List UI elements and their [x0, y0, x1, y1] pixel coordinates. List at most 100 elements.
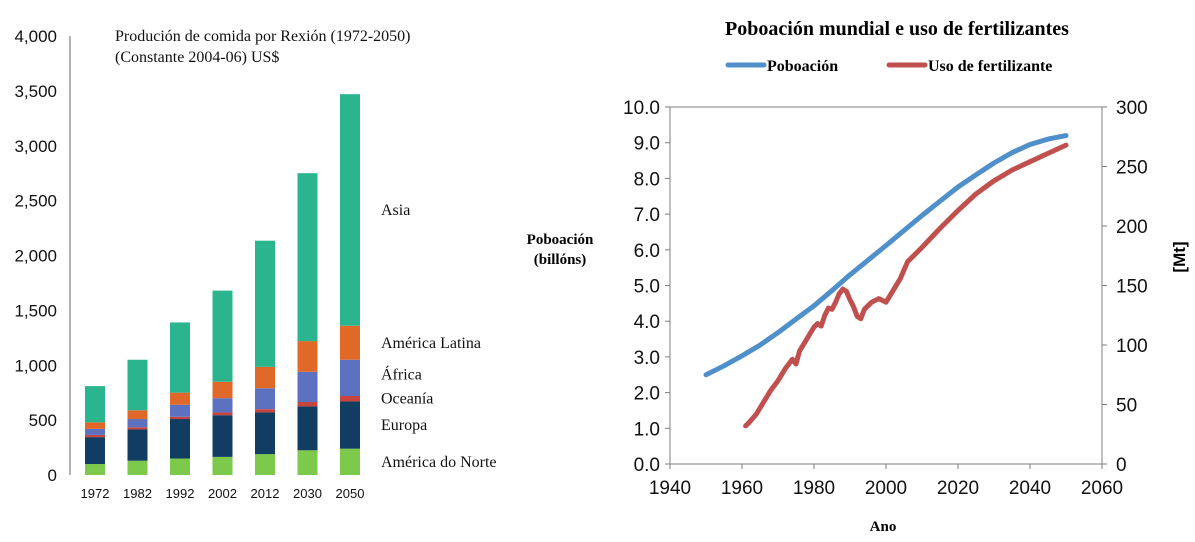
bar-segment-africa-2012 — [255, 388, 275, 410]
left-y-tick-label: 0 — [48, 466, 57, 485]
production-bar-chart: Produción de comida por Rexión (1972-205… — [14, 27, 496, 501]
left-x-axis: 1972 1982 1992 2002 2012 2030 2050 — [81, 486, 365, 501]
right-x-tick-label: 2020 — [937, 478, 979, 499]
right-y2-tick-label: 250 — [1116, 158, 1148, 179]
left-y-tick-label: 3,000 — [14, 137, 57, 156]
left-chart-title-line2: (Constante 2004-06) US$ — [115, 49, 279, 66]
bar-segment-america-latina-2002 — [212, 381, 233, 399]
bar-segment-america-do-norte-1992 — [170, 458, 190, 475]
right-y2-label: [Mt] — [1170, 241, 1189, 272]
right-x-tick-label: 1940 — [649, 478, 691, 499]
right-y2-tick-label: 150 — [1116, 277, 1148, 298]
bar-segment-oceania-2012 — [255, 409, 275, 413]
right-y2-tick-label: 200 — [1116, 217, 1148, 238]
left-y-tick-label: 2,000 — [14, 247, 57, 266]
bar-segment-europa-2002 — [212, 415, 233, 457]
left-chart-title-line1: Produción de comida por Rexión (1972-205… — [115, 28, 411, 45]
right-x-tick-label: 1960 — [721, 478, 763, 499]
right-y2-tick-label: 300 — [1116, 98, 1148, 119]
right-y-tick-label: 7.0 — [634, 205, 660, 226]
bar-segment-oceania-1992 — [170, 416, 190, 420]
series-line-poboacion — [703, 133, 1069, 378]
right-y-tick-label: 4.0 — [634, 312, 660, 333]
left-y-tick-label: 3,500 — [14, 82, 57, 101]
bar-segment-oceania-2002 — [212, 412, 233, 416]
bar-segment-europa-2030 — [297, 406, 318, 451]
bar-segment-africa-1982 — [127, 419, 148, 428]
right-y2-tick-label: 0 — [1116, 455, 1127, 476]
left-x-tick-label: 2002 — [208, 486, 237, 501]
bar-segment-europa-2050 — [340, 401, 360, 449]
bar-segment-america-do-norte-2002 — [212, 456, 233, 475]
bar-segment-asia-1992 — [170, 322, 190, 393]
right-y2-tick-label: 50 — [1116, 396, 1137, 417]
bar-segment-asia-2002 — [212, 290, 233, 382]
right-ylabel-line2: (billóns) — [534, 252, 587, 268]
right-y-tick-label: 9.0 — [634, 134, 660, 155]
right-x-tick-label: 2040 — [1009, 478, 1051, 499]
right-x-tick-label: 1980 — [793, 478, 835, 499]
population-fertilizer-line-chart: Poboación mundial e uso de fertilizantes… — [527, 18, 1189, 535]
region-label-europa: Europa — [381, 417, 427, 434]
right-x-tick-label: 2060 — [1081, 478, 1123, 499]
right-x-tick-label: 2000 — [865, 478, 907, 499]
region-label-africa: África — [381, 365, 422, 384]
left-y-tick-label: 1,000 — [14, 356, 57, 375]
bar-segment-africa-1992 — [170, 404, 190, 417]
left-x-tick-label: 2030 — [293, 486, 322, 501]
bar-segment-america-do-norte-1972 — [85, 464, 105, 475]
bar-segment-america-latina-2030 — [297, 341, 318, 372]
right-x-label: Ano — [870, 519, 897, 535]
bar-segment-africa-2002 — [212, 398, 233, 413]
left-x-tick-label: 1982 — [123, 486, 152, 501]
left-x-tick-label: 2050 — [336, 486, 365, 501]
legend-label-uso-de-fertilizante: Uso de fertilizante — [928, 58, 1052, 75]
series-line-uso-de-fertilizante — [743, 142, 1069, 429]
left-x-tick-label: 2012 — [251, 486, 280, 501]
right-y2-tick-label: 100 — [1116, 336, 1148, 357]
right-y-tick-label: 8.0 — [634, 169, 660, 190]
left-y-tick-label: 4,000 — [14, 27, 57, 46]
legend-label-poboacion: Poboación — [767, 58, 838, 75]
left-y-axis: 0 500 1,000 1,500 2,000 2,500 3,000 3,500 4,000 — [14, 27, 57, 485]
bar-segment-america-latina-1992 — [170, 392, 190, 405]
bar-segment-africa-1972 — [85, 428, 105, 435]
bar-segment-asia-2050 — [340, 94, 360, 326]
bar-segment-america-latina-1972 — [85, 422, 105, 429]
bar-segment-africa-2030 — [297, 371, 318, 403]
left-x-tick-label: 1992 — [166, 486, 195, 501]
region-label-america-latina: América Latina — [381, 335, 481, 352]
region-label-oceania: Oceanía — [381, 391, 433, 408]
bar-segment-america-latina-2012 — [255, 366, 275, 389]
bar-segment-america-latina-1982 — [127, 410, 148, 420]
right-y-tick-label: 2.0 — [634, 384, 660, 405]
right-ylabel-line1: Poboación — [527, 232, 594, 248]
left-bars-group — [85, 94, 360, 475]
bar-segment-asia-1982 — [127, 359, 148, 411]
bar-segment-oceania-2030 — [297, 402, 318, 407]
right-chart-title: Poboación mundial e uso de fertilizantes — [725, 18, 1069, 40]
bar-segment-asia-1972 — [85, 386, 105, 423]
region-label-america-do-norte: América do Norte — [381, 454, 497, 471]
right-axes: 0.0 1.0 2.0 3.0 4.0 5.0 6.0 7.0 8.0 9.0 10.0 0 50 100… — [623, 98, 1148, 499]
right-y-tick-label: 1.0 — [634, 419, 660, 440]
right-y-tick-label: 0.0 — [634, 455, 660, 476]
bar-segment-america-do-norte-2030 — [297, 450, 318, 475]
left-y-tick-label: 2,500 — [14, 192, 57, 211]
bar-segment-europa-2012 — [255, 412, 275, 455]
bar-segment-oceania-2050 — [340, 395, 360, 402]
left-region-labels: América do Norte Europa Oceanía África Améri… — [381, 202, 497, 471]
bar-segment-america-do-norte-2050 — [340, 448, 360, 475]
right-y-tick-label: 3.0 — [634, 348, 660, 369]
bar-segment-oceania-1982 — [127, 427, 148, 430]
bar-segment-europa-1972 — [85, 437, 105, 465]
right-series-lines — [703, 133, 1069, 429]
right-y-tick-label: 10.0 — [623, 98, 660, 119]
bar-segment-asia-2030 — [297, 173, 318, 342]
right-chart-legend: Poboación Uso de fertilizante — [725, 58, 1052, 75]
bar-segment-america-latina-2050 — [340, 325, 360, 360]
bar-segment-america-do-norte-2012 — [255, 454, 275, 475]
region-label-asia: Asia — [381, 202, 410, 219]
left-y-tick-label: 1,500 — [14, 301, 57, 320]
